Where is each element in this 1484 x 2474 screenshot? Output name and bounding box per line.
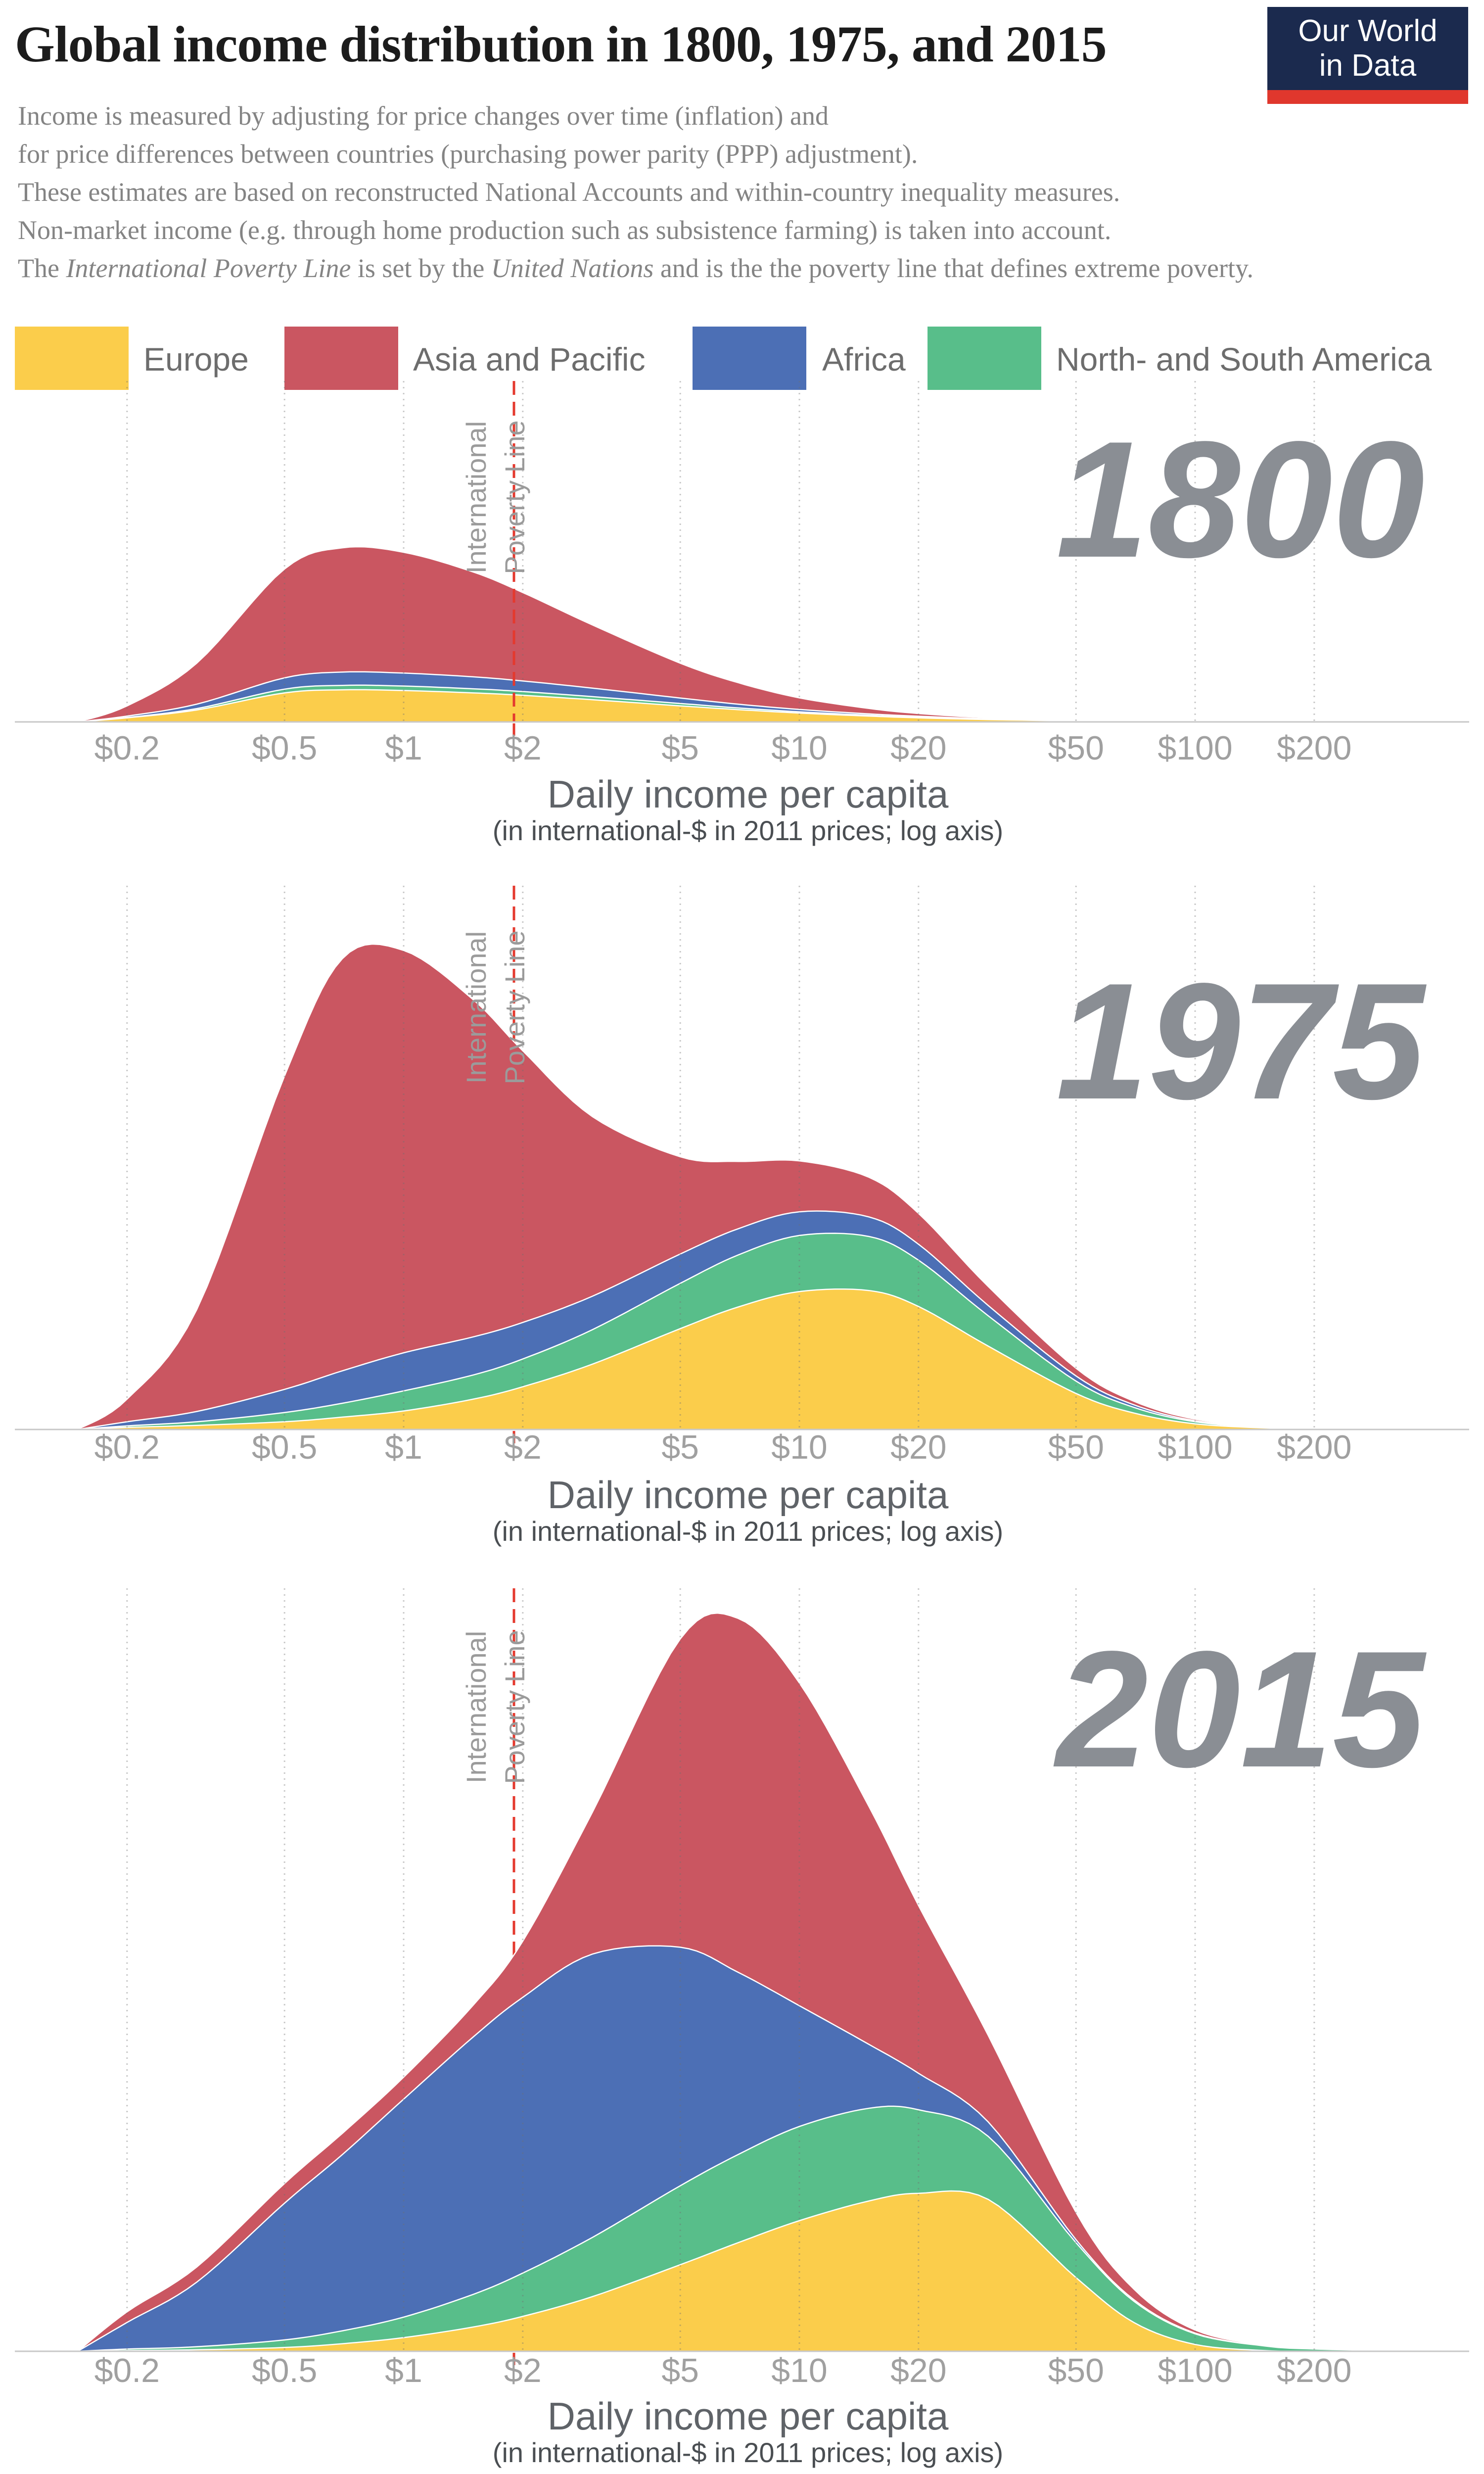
- x-axis-subtitle: (in international-$ in 2011 prices; log …: [493, 2437, 1003, 2468]
- italic-united-nations: United Nations: [491, 253, 654, 283]
- legend: Europe Asia and Pacific Africa North- an…: [0, 323, 1484, 392]
- poverty-line-label-2: Poverty Line: [499, 1630, 530, 1784]
- page-title: Global income distribution in 1800, 1975…: [15, 16, 1107, 73]
- owid-logo-red-bar: [1267, 90, 1468, 104]
- chart-panel-1800: International Poverty Line 1800 $0.2 $0.5 $1 $…: [15, 381, 1469, 846]
- x-tick-label: $100: [1158, 1428, 1232, 1466]
- x-tick-label: $0.5: [252, 1428, 317, 1466]
- legend-swatch-africa: [693, 327, 806, 390]
- x-axis-subtitle: (in international-$ in 2011 prices; log …: [493, 815, 1003, 846]
- year-label-2015: 2015: [1054, 1617, 1429, 1802]
- area-outline-europe: [77, 1288, 1384, 1430]
- owid-logo: Our World in Data: [1267, 7, 1468, 104]
- x-tick-label: $200: [1277, 1428, 1351, 1466]
- legend-swatch-asia-pacific: [284, 327, 398, 390]
- x-tick-label: $20: [890, 729, 946, 767]
- area-outline-africa: [77, 1210, 1384, 1430]
- owid-logo-line1: Our World: [1298, 14, 1438, 48]
- x-tick-label: $5: [661, 1428, 699, 1466]
- x-axis-subtitle: (in international-$ in 2011 prices; log …: [493, 1516, 1003, 1547]
- area-europe: [77, 689, 1384, 722]
- area-outline-asia-and-pacific: [77, 943, 1384, 1430]
- x-tick-label: $2: [504, 2352, 542, 2389]
- subtitle-line-4: Non-market income (e.g. through home pro…: [18, 215, 1112, 245]
- x-tick-label: $2: [504, 1428, 542, 1466]
- x-axis-title: Daily income per capita: [548, 772, 949, 816]
- x-tick-label: $2: [504, 729, 542, 767]
- x-tick-label: $0.2: [94, 729, 160, 767]
- x-tick-label: $20: [890, 1428, 946, 1466]
- area-asia-and-pacific: [77, 944, 1384, 1429]
- x-tick-label: $5: [661, 2352, 699, 2389]
- legend-label-europe: Europe: [143, 341, 249, 378]
- poverty-line-label-1: International: [461, 421, 492, 573]
- owid-logo-line2: in Data: [1319, 48, 1417, 83]
- area-outline-north-and-south-america: [77, 2105, 1384, 2352]
- legend-swatch-europe: [15, 327, 129, 390]
- x-tick-label: $20: [890, 2352, 946, 2389]
- poverty-line-label-2: Poverty Line: [499, 930, 530, 1084]
- x-tick-label: $50: [1048, 2352, 1104, 2389]
- subtitle-line-2: for price differences between countries …: [18, 139, 918, 169]
- x-tick-label: $10: [771, 1428, 827, 1466]
- italic-international-poverty-line: International Poverty Line: [66, 253, 351, 283]
- x-tick-label: $5: [661, 729, 699, 767]
- x-axis-title: Daily income per capita: [548, 2394, 949, 2438]
- poverty-line-label-2: Poverty Line: [499, 420, 530, 574]
- area-outline-north-and-south-america: [77, 1233, 1384, 1430]
- legend-label-americas: North- and South America: [1056, 341, 1432, 378]
- area-outline-asia-and-pacific: [77, 1612, 1384, 2352]
- chart-panel-1975: International Poverty Line 1975 $0.2 $0.5 $1 $…: [15, 886, 1469, 1547]
- x-tick-label: $0.2: [94, 1428, 160, 1466]
- x-tick-label: $10: [771, 729, 827, 767]
- x-tick-label: $0.5: [252, 729, 317, 767]
- legend-label-asia-pacific: Asia and Pacific: [413, 341, 646, 378]
- x-tick-label: $1: [385, 2352, 422, 2389]
- x-tick-label: $1: [385, 729, 422, 767]
- area-outline-europe: [77, 2190, 1384, 2352]
- area-europe: [77, 2191, 1384, 2351]
- area-europe: [77, 1289, 1384, 1429]
- x-tick-label: $10: [771, 2352, 827, 2389]
- subtitle-line-5: The International Poverty Line is set by…: [18, 253, 1253, 283]
- subtitle-line-3: These estimates are based on reconstruct…: [18, 177, 1120, 207]
- x-tick-label: $50: [1048, 1428, 1104, 1466]
- subtitle-line-1: Income is measured by adjusting for pric…: [18, 101, 829, 131]
- x-tick-label: $100: [1158, 2352, 1232, 2389]
- x-tick-label: $200: [1277, 729, 1351, 767]
- poverty-line-label-1: International: [461, 931, 492, 1084]
- x-tick-label: $50: [1048, 729, 1104, 767]
- x-tick-label: $0.5: [252, 2352, 317, 2389]
- x-tick-label: $100: [1158, 729, 1232, 767]
- chart-subtitle: Income is measured by adjusting for pric…: [18, 97, 1253, 287]
- legend-label-africa: Africa: [822, 341, 906, 378]
- owid-logo-text: Our World in Data: [1267, 7, 1468, 90]
- x-tick-label: $200: [1277, 2352, 1351, 2389]
- poverty-line-label-1: International: [461, 1631, 492, 1783]
- year-label-1975: 1975: [1056, 949, 1429, 1134]
- legend-swatch-americas: [928, 327, 1041, 390]
- year-label-1800: 1800: [1056, 407, 1425, 592]
- x-tick-label: $0.2: [94, 2352, 160, 2389]
- area-outline-africa: [77, 1945, 1384, 2352]
- chart-panel-2015: International Poverty Line 2015 $0.2 $0.5 $1 $…: [15, 1588, 1469, 2468]
- x-axis-title: Daily income per capita: [548, 1473, 949, 1517]
- x-tick-label: $1: [385, 1428, 422, 1466]
